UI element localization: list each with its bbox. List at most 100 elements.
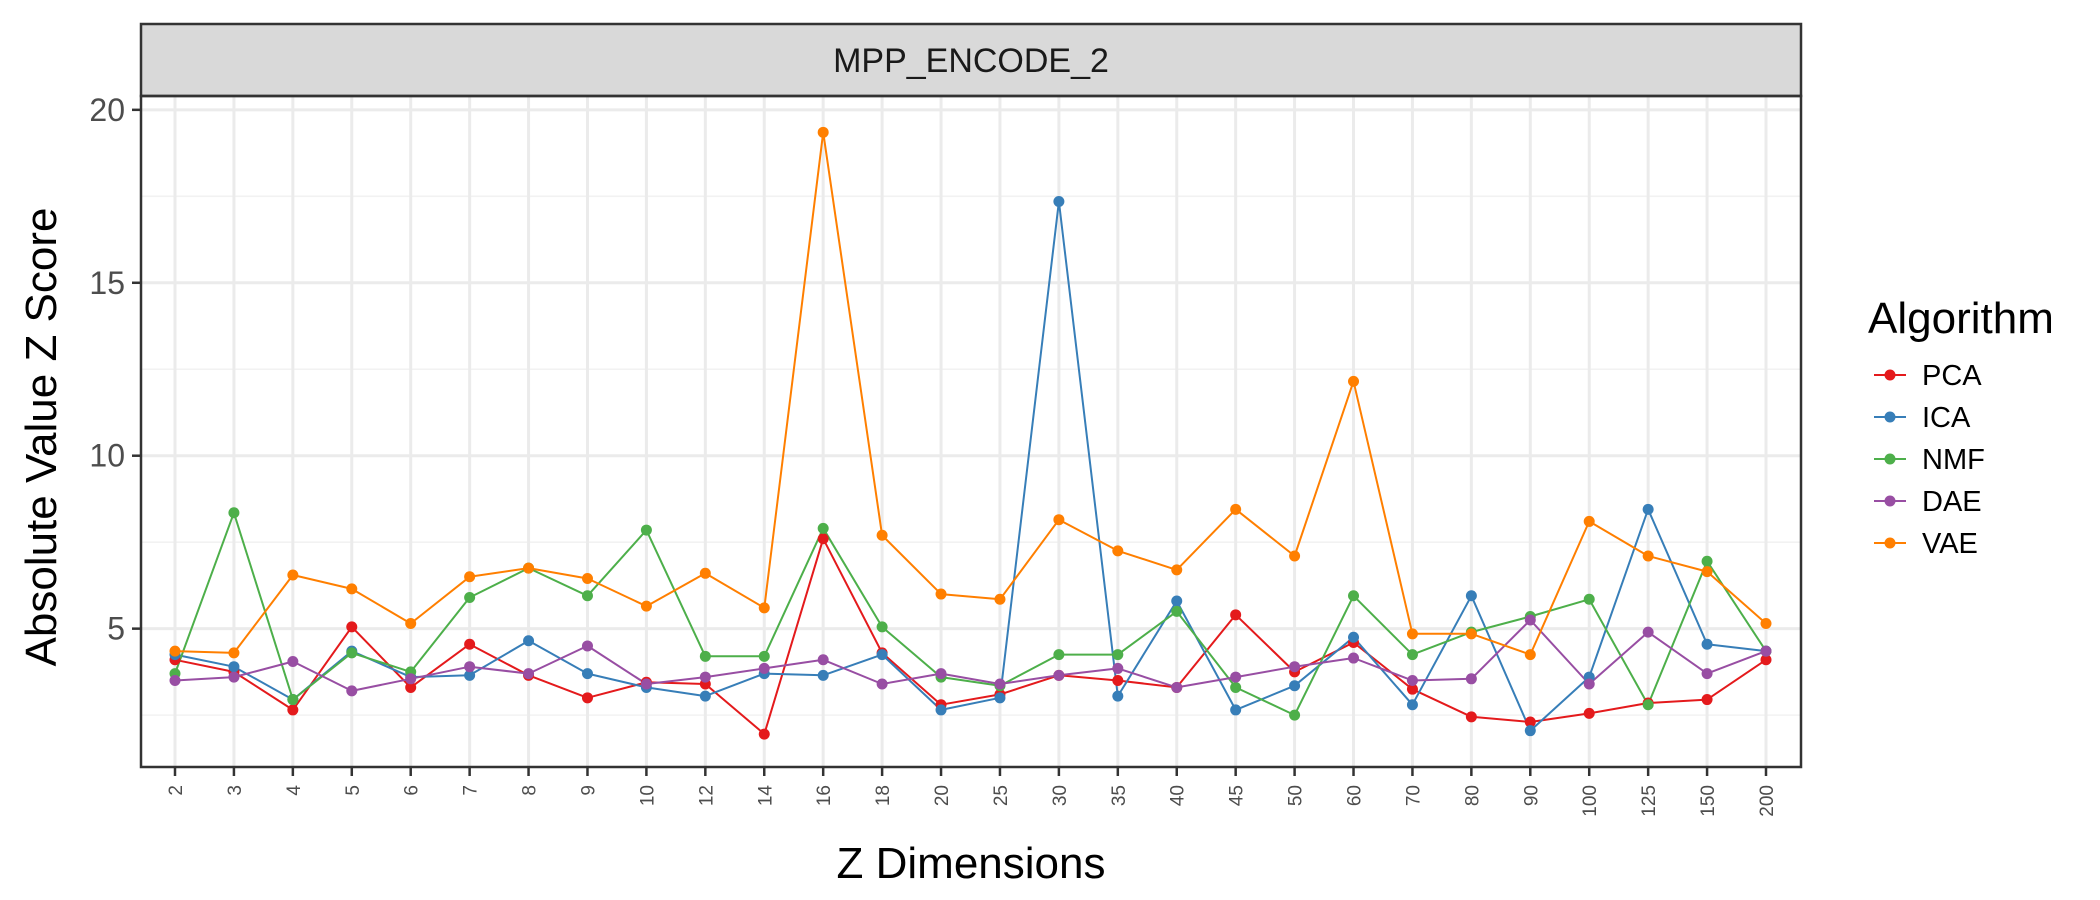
data-point-pca [405, 681, 417, 693]
legend-key-point-ica [1884, 411, 1896, 423]
x-tick-label: 40 [1168, 785, 1189, 806]
data-point-nmf [1348, 590, 1360, 602]
y-tick-label: 5 [107, 611, 125, 647]
data-point-ica [817, 669, 829, 681]
data-point-dae [1642, 626, 1654, 638]
data-point-pca [1465, 711, 1477, 723]
series-line-ica [174, 200, 1767, 732]
data-point-vae [287, 569, 299, 581]
x-tick-label: 200 [1757, 785, 1778, 817]
data-point-nmf [464, 592, 476, 604]
facet-strip: MPP_ENCODE_2 [139, 22, 1803, 98]
data-point-pca [1406, 683, 1418, 695]
data-point-dae [1230, 671, 1242, 683]
data-point-nmf [1583, 593, 1595, 605]
data-point-vae [228, 647, 240, 659]
data-point-vae [1406, 628, 1418, 640]
data-point-pca [1760, 654, 1772, 666]
data-point-dae [523, 668, 535, 680]
data-point-ica [464, 669, 476, 681]
data-point-vae [464, 571, 476, 583]
x-tick-label: 90 [1521, 785, 1542, 806]
data-point-ica [228, 661, 240, 673]
data-point-dae [1583, 678, 1595, 690]
data-point-nmf [699, 650, 711, 662]
legend-label-ica: ICA [1922, 402, 1971, 434]
legend-key-point-nmf [1884, 453, 1896, 465]
y-tick-label: 15 [89, 265, 125, 301]
x-tick-label: 35 [1109, 785, 1130, 806]
data-point-nmf [287, 694, 299, 706]
data-point-nmf [228, 507, 240, 519]
data-point-nmf [581, 590, 593, 602]
data-point-vae [1701, 566, 1713, 578]
data-point-vae [1465, 628, 1477, 640]
data-point-nmf [1701, 555, 1713, 567]
x-tick-label: 6 [402, 785, 423, 796]
data-point-dae [169, 675, 181, 687]
data-point-dae [1053, 669, 1065, 681]
series-layer [169, 126, 1772, 740]
data-point-dae [1760, 645, 1772, 657]
legend-label-nmf: NMF [1922, 444, 1985, 476]
legend-label-dae: DAE [1922, 486, 1982, 518]
data-point-dae [1289, 661, 1301, 673]
series-line-nmf [174, 511, 1767, 717]
x-tick-label: 8 [520, 785, 541, 796]
data-point-vae [994, 593, 1006, 605]
data-point-nmf [1406, 649, 1418, 661]
data-point-vae [346, 583, 358, 595]
x-tick-label: 20 [932, 785, 953, 806]
data-point-vae [1642, 550, 1654, 562]
panel-border [139, 94, 1803, 769]
legend: Algorithm PCA ICA NMF DAE VAE [1868, 294, 2054, 560]
legend-key-point-vae [1884, 537, 1896, 549]
data-point-ica [1230, 704, 1242, 716]
data-point-nmf [346, 647, 358, 659]
data-point-vae [1112, 545, 1124, 557]
x-tick-label: 16 [814, 785, 835, 806]
data-point-nmf [758, 650, 770, 662]
data-point-dae [935, 668, 947, 680]
data-point-nmf [1112, 649, 1124, 661]
data-point-pca [464, 638, 476, 650]
x-tick-label: 60 [1345, 785, 1366, 806]
data-point-dae [1348, 652, 1360, 664]
x-axis-title: Z Dimensions [837, 839, 1106, 888]
data-point-dae [228, 671, 240, 683]
data-point-vae [640, 600, 652, 612]
data-point-dae [1524, 614, 1536, 626]
data-point-vae [699, 567, 711, 579]
data-point-dae [758, 662, 770, 674]
x-tick-label: 5 [343, 785, 364, 796]
x-tick-label: 25 [991, 785, 1012, 806]
data-point-ica [994, 692, 1006, 704]
x-tick-label: 150 [1698, 785, 1719, 817]
legend-title: Algorithm [1868, 294, 2054, 343]
data-point-vae [405, 617, 417, 629]
data-point-ica [1642, 503, 1654, 515]
series-line-pca [174, 537, 1767, 736]
data-point-dae [1171, 681, 1183, 693]
x-tick-label: 12 [696, 785, 717, 806]
data-point-dae [1406, 675, 1418, 687]
data-point-pca [581, 692, 593, 704]
y-tick-label: 20 [89, 92, 125, 128]
x-tick-label: 50 [1286, 785, 1307, 806]
x-tick-label: 7 [461, 785, 482, 796]
x-tick-label: 45 [1227, 785, 1248, 806]
data-point-nmf [1642, 699, 1654, 711]
x-tick-label: 4 [284, 785, 305, 796]
data-point-ica [1701, 638, 1713, 650]
data-point-ica [1465, 590, 1477, 602]
data-point-vae [1230, 503, 1242, 515]
data-point-pca [287, 704, 299, 716]
data-point-ica [1112, 690, 1124, 702]
data-point-pca [1583, 707, 1595, 719]
data-point-dae [1112, 662, 1124, 674]
data-point-dae [1701, 668, 1713, 680]
data-point-ica [1524, 725, 1536, 737]
data-point-dae [1465, 673, 1477, 685]
data-point-pca [817, 533, 829, 545]
data-point-ica [935, 704, 947, 716]
